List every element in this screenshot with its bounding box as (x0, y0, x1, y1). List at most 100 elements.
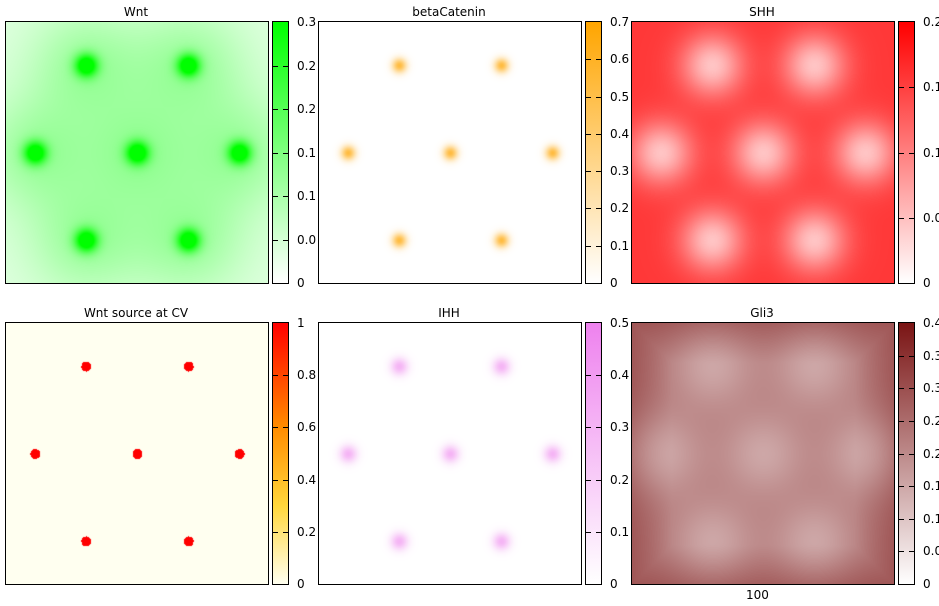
colorbar-tick-label: 0.2 (297, 102, 317, 116)
colorbar-tick-label: 0.2 (923, 413, 939, 428)
colorbar-tick (273, 109, 278, 110)
colorbar (898, 21, 915, 284)
heatmap-panel: SHH 0 0.0 0.1 0.1 0.2 (631, 5, 939, 305)
colorbar-tick (909, 152, 914, 154)
heatmap-plot-area (5, 21, 269, 284)
colorbar-tick (596, 375, 601, 377)
colorbar-tick (273, 239, 278, 241)
chart-title: betaCatenin (412, 5, 486, 19)
colorbar-tick (273, 196, 278, 197)
colorbar-tick (899, 518, 904, 520)
chart-title: Wnt source at CV (83, 306, 189, 320)
colorbar-tick-label: 0.3 (923, 348, 939, 363)
colorbar-tick-label: 0.3 (610, 420, 630, 435)
colorbar-tick-label: 0.1 (610, 524, 630, 539)
colorbar-tick (899, 152, 904, 154)
colorbar-tick-label: 0.0 (923, 210, 939, 225)
colorbar-tick-label: 0.4 (923, 316, 939, 330)
heatmap-plot-area (5, 322, 269, 585)
colorbar (898, 322, 915, 585)
colorbar-tick (586, 531, 591, 533)
colorbar (585, 21, 602, 284)
colorbar-tick-label: 0.1 (923, 145, 939, 160)
colorbar-tick-label: 0.0 (923, 544, 939, 559)
heatmap-panel: IHH 0 0.1 0.2 0.3 0.4 0.5 (318, 306, 631, 606)
colorbar-tick-label: 0.2 (923, 15, 939, 29)
colorbar-tick (283, 109, 288, 110)
colorbar-tick (899, 551, 904, 553)
colorbar-tick (586, 208, 591, 210)
heatmap-image (319, 22, 581, 283)
heatmap-image (632, 323, 894, 584)
colorbar-tick (899, 355, 904, 357)
colorbar-tick (586, 245, 591, 247)
colorbar-tick (596, 531, 601, 533)
colorbar-tick (283, 479, 288, 481)
colorbar-tick-label: 0.3 (610, 164, 630, 179)
colorbar-tick (586, 427, 591, 429)
colorbar-tick (273, 479, 278, 481)
colorbar-tick (586, 59, 591, 61)
colorbar-tick-label: 0.2 (610, 201, 630, 216)
colorbar-tick-label: 0.4 (610, 368, 630, 383)
chart-title: IHH (438, 306, 460, 320)
colorbar-tick-label: 0.2 (297, 58, 317, 73)
colorbar-tick (909, 518, 914, 520)
colorbar-tick-label: 0.5 (610, 316, 630, 330)
colorbar-tick (909, 87, 914, 89)
chart-title: Gli3 (750, 306, 774, 320)
colorbar-tick (899, 420, 904, 422)
colorbar-tick (283, 239, 288, 241)
colorbar-tick-label: 0 (610, 276, 618, 290)
heatmap-plot-area (318, 21, 582, 284)
colorbar (272, 322, 289, 585)
heatmap-image (319, 323, 581, 584)
chart-title: SHH (749, 5, 775, 19)
colorbar (272, 21, 289, 284)
colorbar-tick (596, 133, 601, 135)
chart-title: Wnt (123, 5, 149, 19)
colorbar-tick (899, 486, 904, 488)
colorbar-tick-label: 0 (297, 276, 305, 290)
colorbar-tick (283, 152, 288, 154)
colorbar-tick (586, 375, 591, 377)
heatmap-image (632, 22, 894, 283)
colorbar-tick (283, 65, 288, 67)
heatmap-panel: Wnt 0 0.0 0.1 0.1 0.2 0.2 0.3 (5, 5, 318, 305)
colorbar-tick-label: 0.1 (923, 511, 939, 526)
colorbar-tick (596, 208, 601, 210)
colorbar-tick (283, 531, 288, 533)
colorbar-tick-label: 0.4 (297, 472, 317, 487)
colorbar-tick-label: 0.4 (610, 126, 630, 141)
colorbar-tick (586, 96, 591, 98)
colorbar-tick (909, 388, 914, 390)
colorbar-tick (586, 171, 591, 173)
heatmap-image (6, 22, 268, 283)
colorbar-tick-label: 0 (923, 276, 931, 290)
colorbar-tick-label: 0.6 (297, 420, 317, 435)
colorbar-tick-label: 0.1 (297, 189, 317, 203)
colorbar-tick (899, 453, 904, 455)
heatmap-image (6, 323, 268, 584)
colorbar-tick (273, 427, 278, 429)
colorbar-tick (596, 479, 601, 481)
colorbar-tick-label: 0 (923, 577, 931, 591)
colorbar-tick-label: 0.1 (923, 479, 939, 494)
colorbar (585, 322, 602, 585)
colorbar-tick (909, 551, 914, 553)
colorbar-tick (273, 65, 278, 67)
colorbar-tick (283, 375, 288, 377)
colorbar-tick (899, 388, 904, 390)
colorbar-tick-label: 0.2 (297, 524, 317, 539)
colorbar-tick-label: 0.1 (610, 238, 630, 253)
colorbar-tick-label: 0.0 (297, 232, 317, 247)
colorbar-tick (596, 427, 601, 429)
colorbar-tick (283, 427, 288, 429)
colorbar-tick-label: 0.3 (297, 15, 317, 29)
colorbar-tick (283, 196, 288, 197)
colorbar-tick-label: 1 (297, 316, 305, 330)
colorbar-tick (596, 59, 601, 61)
colorbar-tick-label: 0 (610, 577, 618, 591)
colorbar-tick (909, 355, 914, 357)
heatmap-plot-area (631, 322, 895, 585)
